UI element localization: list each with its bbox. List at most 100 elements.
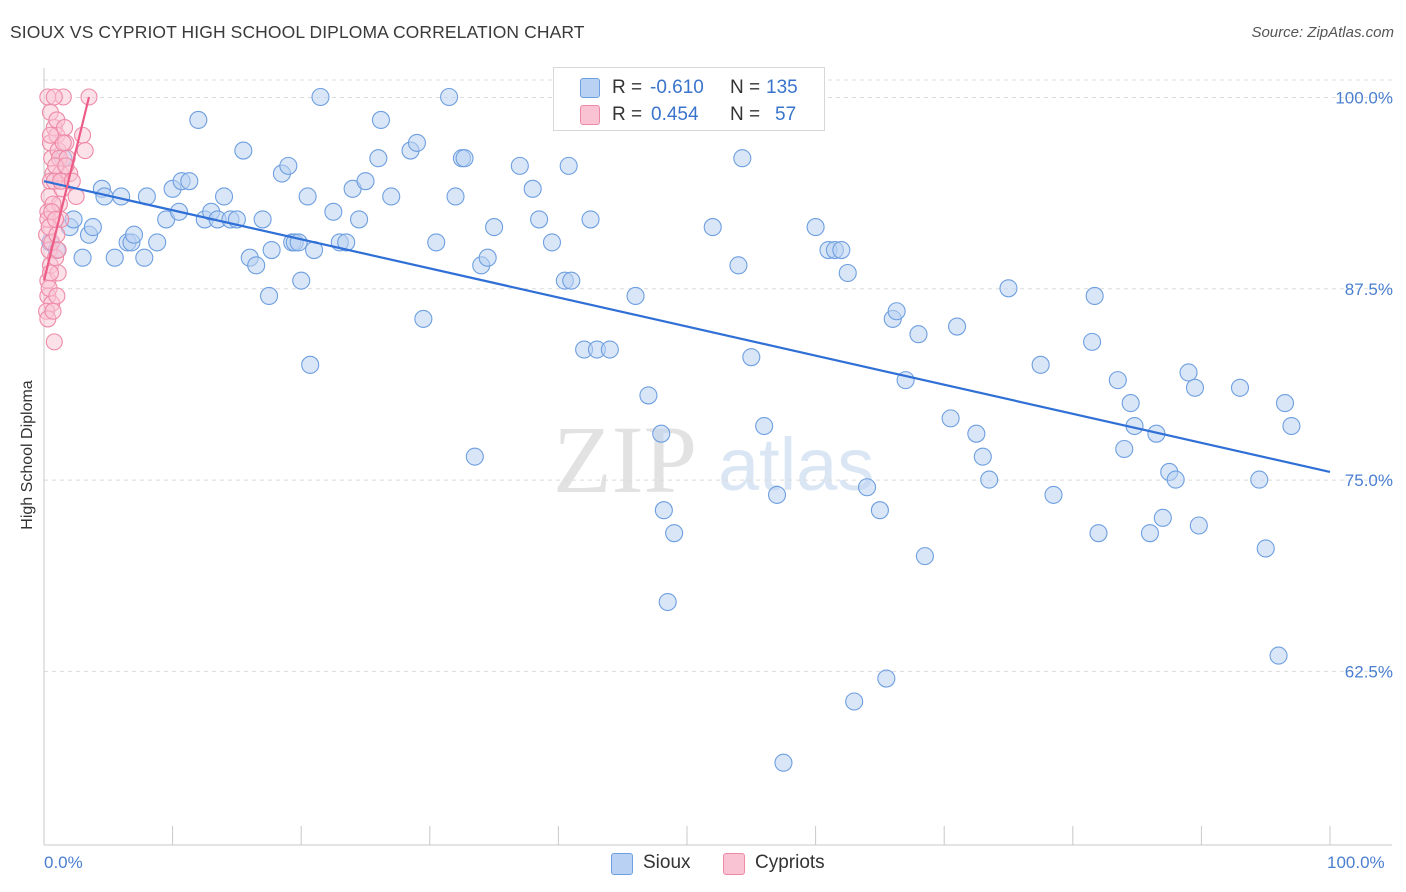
- sioux-point: [1153, 508, 1172, 527]
- sioux-point: [1140, 524, 1160, 543]
- y-tick-labels: 62.5% 75.0% 87.5% 100.0%: [1335, 89, 1393, 682]
- source-label: Source: ZipAtlas.com: [1251, 24, 1394, 41]
- sioux-point: [658, 592, 677, 612]
- sioux-point: [1089, 524, 1108, 543]
- sioux-point: [1269, 646, 1288, 665]
- legend-n-value-cypriots: 57: [775, 104, 797, 125]
- sioux-point: [562, 271, 581, 290]
- sioux-point: [857, 478, 877, 497]
- sioux-point: [973, 447, 992, 466]
- sioux-point: [915, 547, 934, 566]
- sioux-point: [247, 256, 266, 275]
- sioux-point: [742, 348, 761, 367]
- cypriots-point: [49, 241, 67, 259]
- sioux-point: [214, 187, 234, 206]
- sioux-point: [298, 187, 317, 206]
- sioux-point: [465, 447, 484, 466]
- sioux-point: [980, 470, 999, 489]
- sioux-point: [1256, 539, 1275, 558]
- watermark: ZIP atlas: [553, 406, 874, 513]
- sioux-point: [600, 340, 619, 359]
- sioux-point: [767, 485, 787, 504]
- sioux-point: [180, 172, 199, 191]
- sioux-point: [262, 240, 281, 260]
- sioux-point: [105, 248, 124, 267]
- sioux-point: [755, 416, 774, 436]
- cypriots-point: [48, 287, 66, 305]
- sioux-point: [1282, 416, 1301, 436]
- sioux-point: [234, 141, 253, 160]
- x-axis-max-label: 100.0%: [1327, 853, 1385, 872]
- y-tick-label: 87.5%: [1345, 280, 1393, 299]
- sioux-point: [407, 133, 426, 152]
- cypriots-point: [67, 187, 85, 206]
- cypriots-point: [41, 126, 59, 144]
- sioux-point: [1083, 332, 1102, 351]
- legend-row-cypriots: R = 0.454 N = 57: [554, 101, 824, 129]
- sioux-point: [1085, 286, 1104, 306]
- cypriots-point: [56, 119, 74, 137]
- sioux-point: [665, 524, 684, 543]
- sioux-point: [729, 256, 748, 275]
- sioux-point: [1121, 394, 1140, 413]
- sioux-point: [485, 218, 504, 237]
- sioux-point: [382, 187, 401, 206]
- sioux-point: [838, 263, 857, 283]
- sioux-point: [1115, 439, 1134, 459]
- sioux-point: [148, 233, 167, 252]
- sioux-point: [559, 156, 578, 175]
- sioux-point: [311, 87, 330, 107]
- sioux-point: [870, 501, 889, 520]
- sioux-point: [337, 233, 356, 252]
- sioux-point: [703, 218, 722, 237]
- sioux-point: [1166, 470, 1185, 489]
- sioux-point: [941, 409, 960, 428]
- sioux-point: [581, 210, 600, 229]
- legend-n-label: N =: [730, 104, 761, 125]
- sioux-point: [639, 386, 658, 405]
- trend-lines: [42, 96, 1331, 474]
- chart-title: SIOUX VS CYPRIOT HIGH SCHOOL DIPLOMA COR…: [10, 22, 585, 42]
- sioux-point: [877, 669, 896, 688]
- sioux-point: [1275, 394, 1295, 413]
- y-tick-label: 62.5%: [1345, 662, 1393, 681]
- sioux-point: [455, 149, 474, 168]
- sioux-point: [1230, 378, 1250, 397]
- sioux-point: [523, 179, 542, 198]
- sioux-trend-line: [43, 180, 1331, 474]
- sioux-point: [1185, 378, 1205, 397]
- sioux-point: [440, 87, 459, 107]
- legend-r-label: R =: [612, 104, 643, 125]
- sioux-point: [774, 753, 793, 772]
- sioux-point: [324, 202, 343, 221]
- sioux-point: [845, 692, 864, 711]
- sioux-point: [1031, 355, 1050, 374]
- cypriots-point: [44, 302, 62, 320]
- y-tick-label: 75.0%: [1345, 471, 1393, 490]
- sioux-point: [446, 187, 465, 206]
- sioux-point: [279, 156, 298, 175]
- y-tick-label: 100.0%: [1335, 89, 1393, 108]
- legend-n-label: N =: [730, 77, 761, 98]
- sioux-point: [1108, 371, 1127, 390]
- bottom-legend-label-sioux: Sioux: [643, 852, 691, 873]
- cypriots-point: [76, 142, 94, 160]
- legend-r-value-sioux: -0.610: [650, 77, 704, 98]
- sioux-point: [189, 110, 208, 130]
- sioux-point: [999, 279, 1018, 298]
- sioux-point: [948, 317, 967, 336]
- sioux-point: [1250, 470, 1269, 489]
- sioux-point: [478, 248, 497, 267]
- sioux-point: [135, 248, 154, 267]
- sioux-point: [253, 210, 272, 229]
- x-axis-min-label: 0.0%: [44, 853, 83, 872]
- sioux-point: [510, 156, 529, 175]
- cypriots-trend-line: [42, 96, 91, 281]
- sioux-point: [542, 233, 562, 252]
- cypriots-point: [45, 88, 63, 106]
- legend-n-value-sioux: 135: [766, 77, 798, 98]
- cypriots-points: [38, 88, 98, 351]
- watermark-zip: ZIP: [553, 406, 697, 513]
- sioux-point: [73, 248, 92, 267]
- stats-legend: R = -0.610 N = 135 R = 0.454 N = 57: [553, 67, 825, 131]
